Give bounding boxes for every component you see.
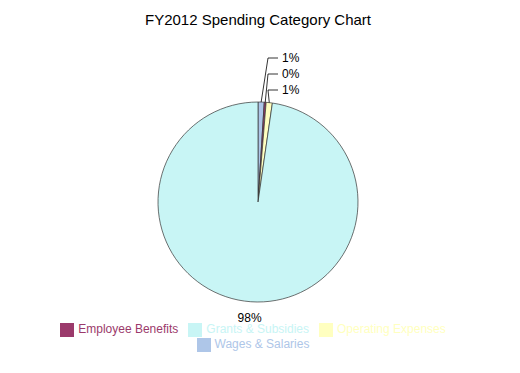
html-text:Grants & Subsidies: Grants & Subsidies — [206, 322, 309, 337]
svg-text:1%: 1% — [282, 83, 300, 97]
svg-text:0%: 0% — [282, 67, 300, 81]
html-text:Employee Benefits: Employee Benefits — [78, 322, 179, 337]
html-text:FY2012 Spending Category Chart: FY2012 Spending Category Chart — [145, 11, 371, 28]
svg-text:98%: 98% — [238, 311, 262, 325]
html-text:Operating Expenses: Operating Expenses — [337, 322, 446, 337]
html-text:Wages & Salaries: Wages & Salaries — [214, 337, 310, 352]
svg-text:1%: 1% — [282, 51, 300, 65]
